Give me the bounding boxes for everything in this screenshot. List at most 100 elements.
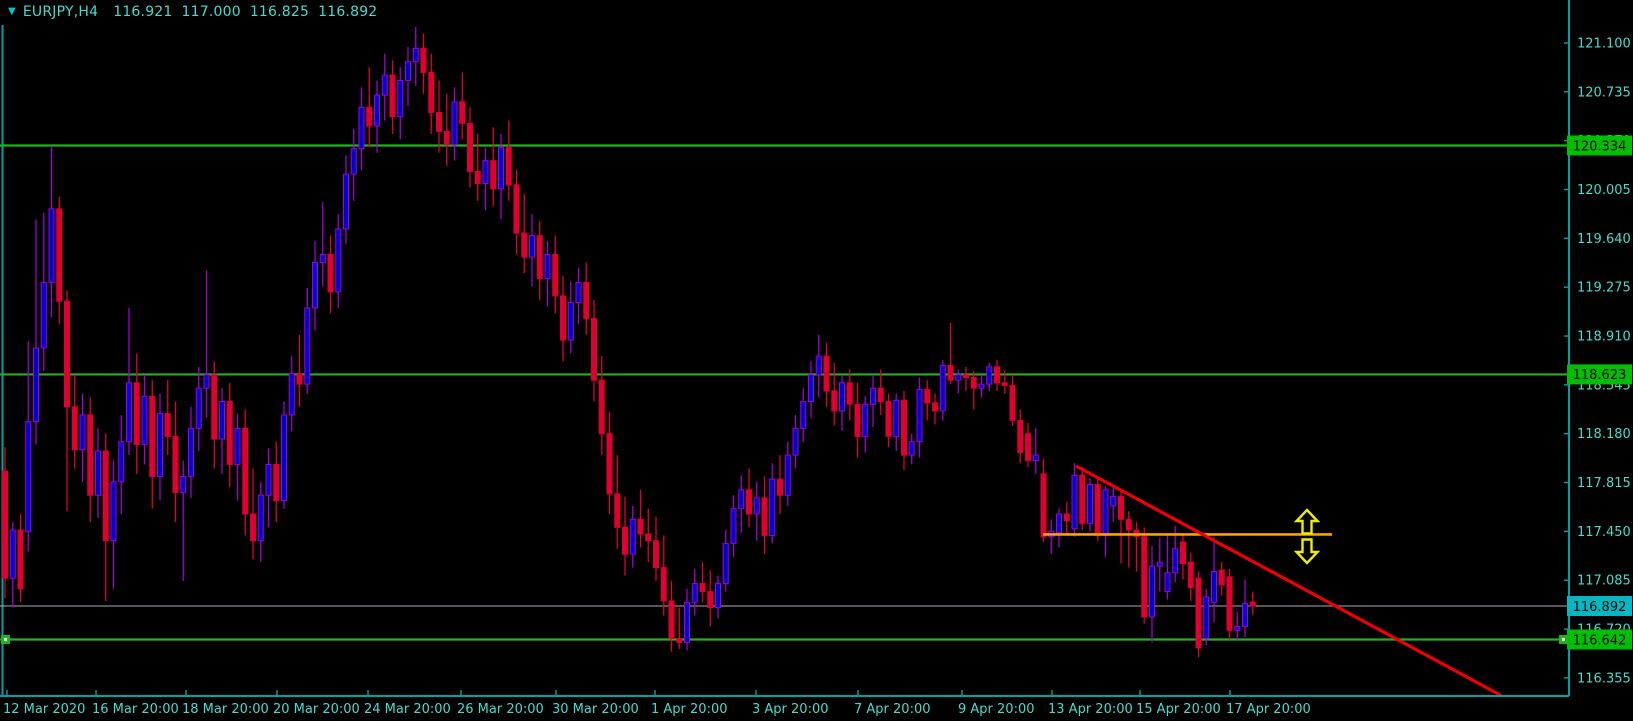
candle [188,427,194,478]
candle [916,389,923,443]
symbol-timeframe-label: EURJPY,H4 [22,4,99,20]
price-badge-current-text: 116.892 [1573,600,1627,615]
candle [970,377,977,389]
candle [1249,601,1256,607]
candle [219,401,225,440]
candle [250,513,256,542]
candle [335,228,342,293]
y-axis-label: 118.910 [1577,330,1631,345]
candle [560,295,566,341]
candle [947,364,954,381]
candle [389,74,396,118]
candle [350,148,357,175]
candle [490,160,497,190]
candle [1009,385,1016,421]
candle [583,282,590,320]
candle [102,450,109,542]
candle [157,413,163,478]
candle [273,463,280,502]
candle [412,47,419,63]
candle [629,518,636,555]
candle [1211,571,1217,603]
y-axis-label: 117.815 [1577,476,1631,491]
candle [1102,489,1109,536]
candle [327,253,334,293]
candle [296,372,303,385]
candle [265,463,272,496]
candle [1203,596,1210,639]
candle [40,282,47,349]
symbol-dropdown-icon[interactable]: ▼ [8,6,16,17]
candle [591,318,597,381]
candle [792,427,799,456]
candle [769,478,776,536]
candle [172,435,179,494]
candle [815,355,822,376]
x-axis-label: 26 Mar 20:00 [457,702,544,717]
candle [498,146,504,190]
candle [1172,548,1179,574]
candle [1187,561,1194,589]
line-selection-handle-center [4,637,7,641]
x-axis-label: 30 Mar 20:00 [552,702,639,717]
x-axis-label: 17 Apr 20:00 [1226,702,1311,717]
price-badge-level-text: 118.623 [1573,368,1627,383]
candle [64,300,70,408]
candle [831,390,838,412]
x-axis-label: 16 Mar 20:00 [92,702,179,717]
candle [467,122,473,172]
candle [234,427,241,465]
candle [180,476,187,494]
x-axis-label: 13 Apr 20:00 [1048,702,1133,717]
candle [761,497,768,536]
candle [738,489,745,510]
candle [637,518,644,535]
candle [1234,625,1241,631]
candle [544,253,551,279]
candle [529,235,535,258]
price-badge-current [1567,596,1632,617]
candle [986,366,993,385]
candle [79,414,86,451]
candle [319,253,326,263]
candle [71,406,78,451]
candle [312,261,318,309]
candle [1118,496,1124,520]
candle [1032,454,1039,461]
candle [141,395,148,445]
up-arrow-icon[interactable] [1293,508,1321,535]
candle [281,414,287,502]
y-axis-label: 120.735 [1577,85,1631,100]
price-badge-level-text: 116.642 [1573,633,1627,648]
candle [242,427,249,515]
candle [1218,569,1225,586]
candle [459,101,466,124]
candle [722,542,729,585]
descending-trendline[interactable] [1075,464,1503,698]
candle [304,307,311,385]
candle [978,383,985,389]
candle [614,493,621,528]
candle [1156,561,1163,567]
candle [1094,484,1101,536]
candle [513,184,520,234]
candle [800,401,807,429]
down-arrow-icon[interactable] [1293,538,1321,565]
candle [552,253,559,297]
candle [1079,474,1086,524]
x-axis-label: 20 Mar 20:00 [273,702,360,717]
price-badge-level [1567,135,1632,156]
x-axis-label: 15 Apr 20:00 [1136,702,1221,717]
candle [963,374,969,379]
candle [784,454,791,496]
candle [226,401,233,465]
candle [48,208,55,284]
candle [823,355,830,392]
y-axis-label: 120.005 [1577,183,1631,198]
ohlc-open: 116.921 [113,4,173,20]
x-axis-label: 12 Mar 2020 [3,702,85,717]
candle [428,71,435,114]
candle [95,450,101,496]
x-axis-label: 24 Mar 20:00 [364,702,451,717]
